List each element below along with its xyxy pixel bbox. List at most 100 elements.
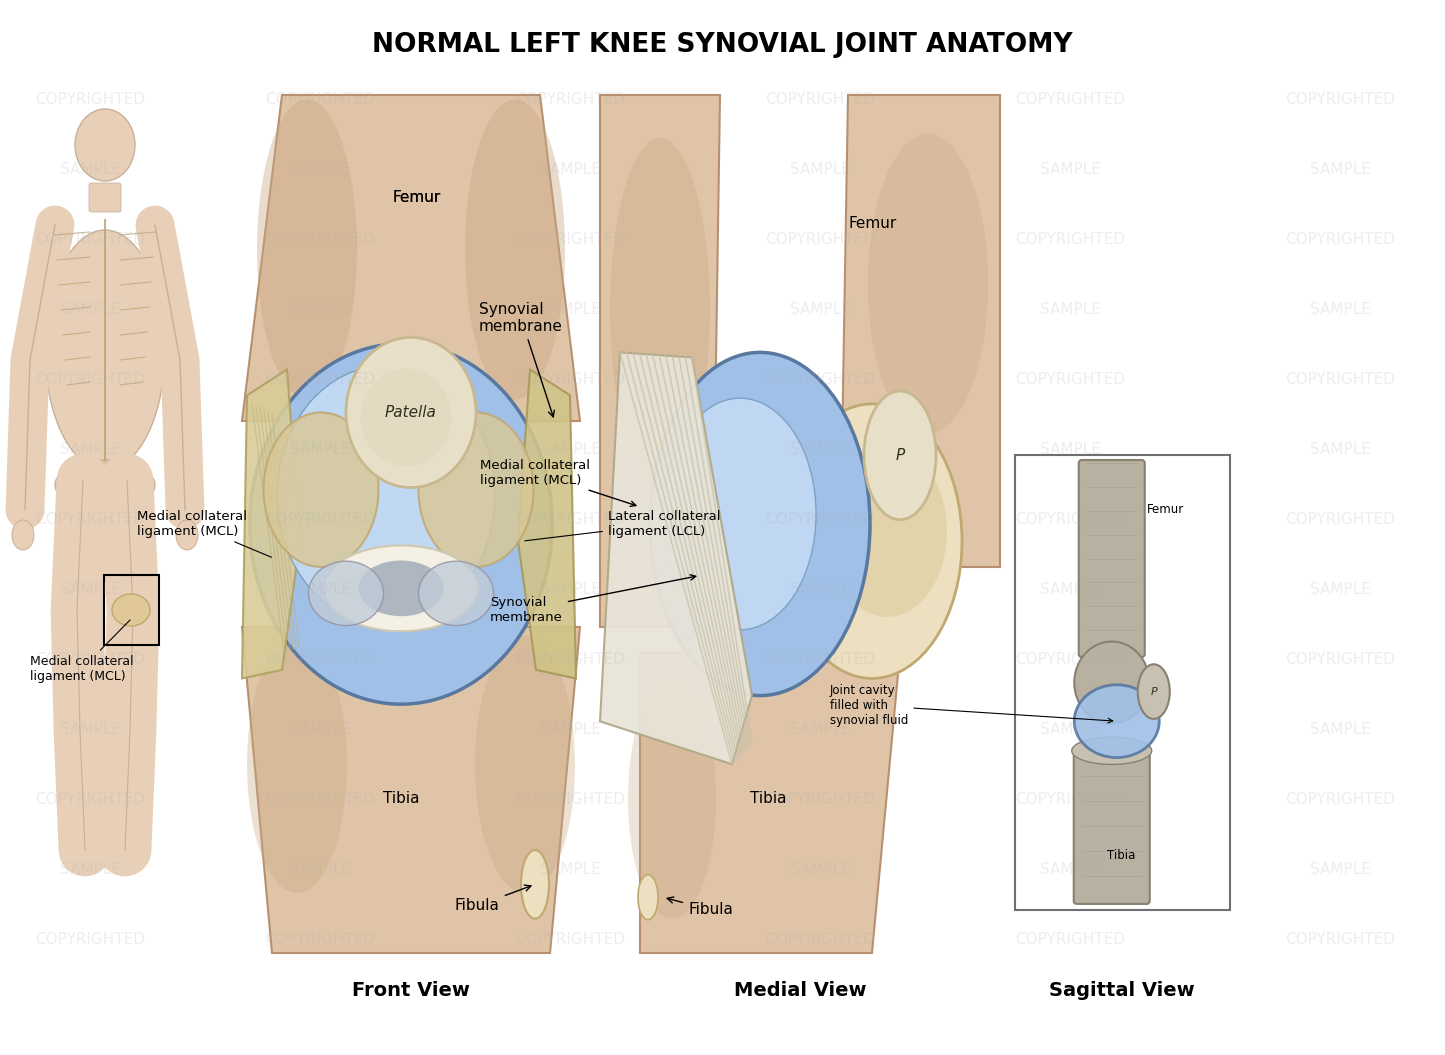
Text: SAMPLE: SAMPLE	[789, 863, 851, 878]
Text: Femur: Femur	[848, 216, 896, 231]
Polygon shape	[241, 95, 579, 421]
Ellipse shape	[864, 391, 936, 520]
Text: COPYRIGHTED: COPYRIGHTED	[264, 792, 376, 807]
Text: SAMPLE: SAMPLE	[59, 582, 120, 597]
Text: COPYRIGHTED: COPYRIGHTED	[1285, 372, 1394, 387]
Text: COPYRIGHTED: COPYRIGHTED	[1014, 933, 1126, 947]
Text: SAMPLE: SAMPLE	[789, 162, 851, 177]
Text: Medial collateral
ligament (MCL): Medial collateral ligament (MCL)	[480, 459, 636, 506]
Ellipse shape	[277, 365, 494, 625]
Text: SAMPLE: SAMPLE	[1039, 863, 1101, 878]
Text: COPYRIGHTED: COPYRIGHTED	[264, 933, 376, 947]
Text: Femur: Femur	[1147, 503, 1183, 516]
Ellipse shape	[45, 230, 165, 469]
Text: Synovial
membrane: Synovial membrane	[480, 302, 564, 417]
Text: COPYRIGHTED: COPYRIGHTED	[1014, 652, 1126, 668]
Text: COPYRIGHTED: COPYRIGHTED	[514, 652, 626, 668]
Polygon shape	[600, 352, 751, 764]
Text: SAMPLE: SAMPLE	[289, 162, 351, 177]
Text: Lateral collateral
ligament (LCL): Lateral collateral ligament (LCL)	[525, 510, 721, 541]
Ellipse shape	[263, 413, 379, 567]
Text: SAMPLE: SAMPLE	[1039, 162, 1101, 177]
Polygon shape	[600, 95, 720, 627]
Text: COPYRIGHTED: COPYRIGHTED	[764, 93, 876, 108]
FancyBboxPatch shape	[90, 183, 121, 212]
FancyBboxPatch shape	[1079, 460, 1144, 657]
Text: SAMPLE: SAMPLE	[59, 303, 120, 318]
Ellipse shape	[358, 560, 444, 616]
FancyBboxPatch shape	[1074, 748, 1150, 904]
Text: SAMPLE: SAMPLE	[539, 863, 601, 878]
Text: COPYRIGHTED: COPYRIGHTED	[1285, 652, 1394, 668]
Polygon shape	[840, 95, 1000, 567]
Text: SAMPLE: SAMPLE	[289, 442, 351, 458]
Polygon shape	[517, 369, 577, 678]
Text: SAMPLE: SAMPLE	[59, 162, 120, 177]
Text: COPYRIGHTED: COPYRIGHTED	[264, 513, 376, 528]
Text: COPYRIGHTED: COPYRIGHTED	[514, 792, 626, 807]
Text: SAMPLE: SAMPLE	[1309, 723, 1370, 737]
Ellipse shape	[113, 594, 150, 626]
Text: COPYRIGHTED: COPYRIGHTED	[514, 513, 626, 528]
Text: SAMPLE: SAMPLE	[1039, 442, 1101, 458]
Text: Fibula: Fibula	[668, 897, 733, 918]
Text: Medial collateral
ligament (MCL): Medial collateral ligament (MCL)	[30, 620, 133, 683]
Text: Femur: Femur	[392, 191, 441, 206]
Ellipse shape	[665, 398, 816, 630]
Text: COPYRIGHTED: COPYRIGHTED	[764, 513, 876, 528]
Text: P: P	[896, 448, 905, 463]
Text: Medial View: Medial View	[734, 980, 866, 999]
Text: SAMPLE: SAMPLE	[1309, 303, 1370, 318]
Ellipse shape	[308, 561, 383, 626]
Text: COPYRIGHTED: COPYRIGHTED	[264, 232, 376, 248]
Ellipse shape	[827, 445, 946, 617]
Text: COPYRIGHTED: COPYRIGHTED	[35, 372, 145, 387]
Text: SAMPLE: SAMPLE	[539, 162, 601, 177]
Text: P: P	[1150, 687, 1157, 696]
Ellipse shape	[465, 99, 565, 400]
Ellipse shape	[782, 404, 962, 678]
Ellipse shape	[250, 344, 552, 704]
Text: SAMPLE: SAMPLE	[1039, 582, 1101, 597]
Ellipse shape	[419, 561, 494, 626]
Text: SAMPLE: SAMPLE	[539, 303, 601, 318]
Text: COPYRIGHTED: COPYRIGHTED	[1014, 513, 1126, 528]
Text: SAMPLE: SAMPLE	[59, 863, 120, 878]
Ellipse shape	[868, 134, 988, 434]
Ellipse shape	[419, 413, 533, 567]
Ellipse shape	[1137, 665, 1170, 718]
Text: COPYRIGHTED: COPYRIGHTED	[514, 93, 626, 108]
Text: Medial collateral
ligament (MCL): Medial collateral ligament (MCL)	[137, 510, 272, 557]
Ellipse shape	[522, 850, 549, 919]
Text: Sagittal View: Sagittal View	[1049, 980, 1195, 999]
Text: COPYRIGHTED: COPYRIGHTED	[764, 792, 876, 807]
Ellipse shape	[55, 460, 155, 510]
Text: SAMPLE: SAMPLE	[789, 303, 851, 318]
Text: SAMPLE: SAMPLE	[59, 723, 120, 737]
Text: SAMPLE: SAMPLE	[539, 582, 601, 597]
Text: COPYRIGHTED: COPYRIGHTED	[764, 232, 876, 248]
Text: COPYRIGHTED: COPYRIGHTED	[514, 933, 626, 947]
Text: SAMPLE: SAMPLE	[789, 582, 851, 597]
Text: COPYRIGHTED: COPYRIGHTED	[35, 933, 145, 947]
Text: COPYRIGHTED: COPYRIGHTED	[264, 652, 376, 668]
Text: SAMPLE: SAMPLE	[539, 723, 601, 737]
Text: COPYRIGHTED: COPYRIGHTED	[264, 372, 376, 387]
Text: COPYRIGHTED: COPYRIGHTED	[1014, 372, 1126, 387]
Ellipse shape	[75, 109, 134, 181]
Text: Front View: Front View	[353, 980, 470, 999]
Text: COPYRIGHTED: COPYRIGHTED	[1285, 933, 1394, 947]
Ellipse shape	[360, 368, 451, 466]
Text: COPYRIGHTED: COPYRIGHTED	[764, 372, 876, 387]
Text: SAMPLE: SAMPLE	[289, 303, 351, 318]
Text: SAMPLE: SAMPLE	[789, 723, 851, 737]
Ellipse shape	[1074, 685, 1159, 757]
Text: COPYRIGHTED: COPYRIGHTED	[764, 652, 876, 668]
Text: NORMAL LEFT KNEE SYNOVIAL JOINT ANATOMY: NORMAL LEFT KNEE SYNOVIAL JOINT ANATOMY	[371, 32, 1072, 58]
Text: SAMPLE: SAMPLE	[1039, 303, 1101, 318]
Ellipse shape	[176, 520, 198, 550]
Text: SAMPLE: SAMPLE	[789, 442, 851, 458]
Ellipse shape	[650, 352, 870, 695]
Text: Synovial
membrane: Synovial membrane	[490, 575, 695, 624]
Text: SAMPLE: SAMPLE	[1309, 582, 1370, 597]
